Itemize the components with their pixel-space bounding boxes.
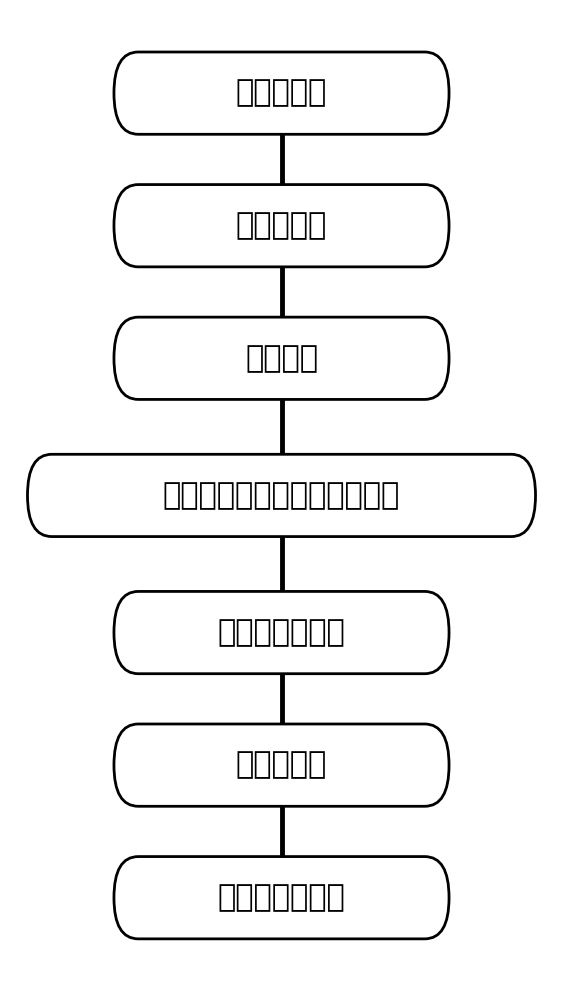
Text: 处理后匀胶保护: 处理后匀胶保护 xyxy=(218,883,345,912)
FancyBboxPatch shape xyxy=(114,52,449,134)
Text: 加热蜡贴片: 加热蜡贴片 xyxy=(236,211,327,240)
FancyBboxPatch shape xyxy=(114,591,449,674)
FancyBboxPatch shape xyxy=(114,185,449,267)
Text: 匀胶、切片: 匀胶、切片 xyxy=(236,79,327,108)
FancyBboxPatch shape xyxy=(114,317,449,399)
Text: 王水腐蚀: 王水腐蚀 xyxy=(245,344,318,373)
Text: 处理后清洗: 处理后清洗 xyxy=(236,751,327,780)
Text: 机械粗抛光及化学机械精抛光: 机械粗抛光及化学机械精抛光 xyxy=(163,481,400,510)
FancyBboxPatch shape xyxy=(114,857,449,939)
FancyBboxPatch shape xyxy=(114,724,449,806)
Text: 处理后加热取片: 处理后加热取片 xyxy=(218,618,345,647)
FancyBboxPatch shape xyxy=(28,454,535,537)
